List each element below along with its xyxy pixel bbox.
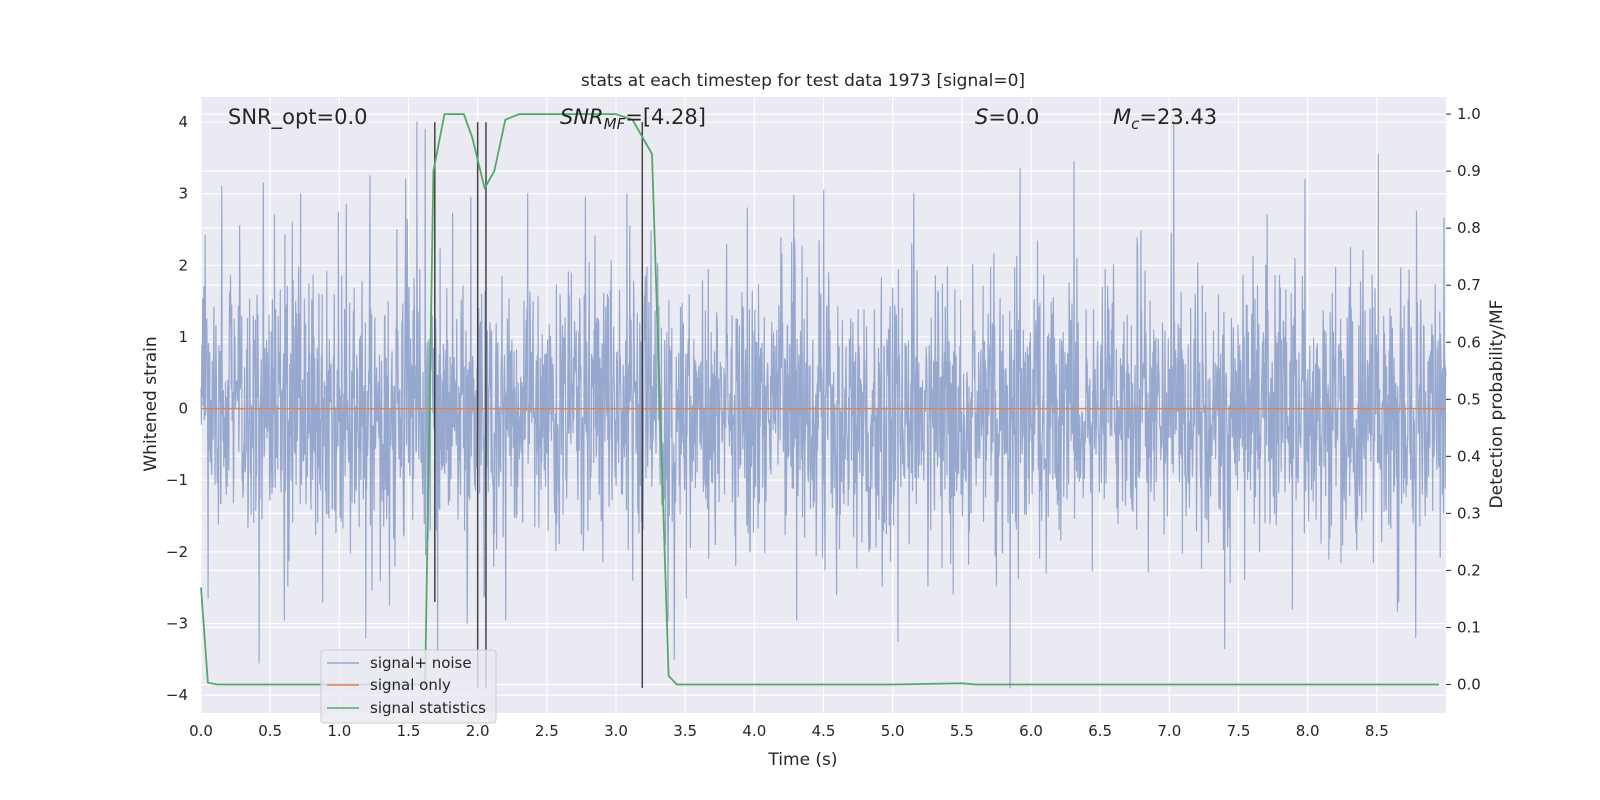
y-tick-label: 2 [178, 256, 188, 274]
y-tick-label: −2 [166, 543, 188, 561]
y-tick-label: 0 [178, 400, 188, 418]
x-tick-label: 7.5 [1227, 722, 1251, 740]
x-tick-label: 1.0 [327, 722, 351, 740]
annotation-mc: Mc=23.43 [1113, 105, 1217, 133]
signal-noise-line [200, 121, 1447, 689]
x-tick-label: 4.5 [812, 722, 836, 740]
y-axis-ticks: 4 3 2 1 0 −1 −2 −3 −4 [166, 113, 188, 704]
legend: signal+ noise signal only signal statist… [320, 649, 497, 724]
annotation-snr-opt: SNR_opt=0.0 [228, 105, 368, 130]
x-tick-label: 0.0 [189, 722, 213, 740]
y-tick-label: 1 [178, 328, 188, 346]
x-tick-label: 3.0 [604, 722, 628, 740]
y-right-tick-label: 0.0 [1457, 675, 1481, 693]
y-tick-label: −4 [166, 686, 188, 704]
x-tick-label: 2.0 [466, 722, 490, 740]
vertical-markers [434, 122, 644, 688]
x-tick-label: 3.5 [673, 722, 697, 740]
x-tick-label: 0.5 [258, 722, 282, 740]
y-right-tick-label: 0.7 [1457, 276, 1481, 294]
y-right-tick-label: 0.5 [1457, 390, 1481, 408]
series-signal-noise [200, 121, 1447, 689]
x-tick-label: 7.0 [1157, 722, 1181, 740]
x-tick-label: 8.0 [1296, 722, 1320, 740]
y-tick-label: −1 [166, 471, 188, 489]
x-tick-label: 2.5 [535, 722, 559, 740]
y-right-tick-label: 0.9 [1457, 162, 1481, 180]
annotation-snr-mf: SNRMF=[4.28] [560, 105, 706, 133]
y-tick-label: −3 [166, 614, 188, 632]
y-right-tick-label: 0.1 [1457, 618, 1481, 636]
annotation-s: S=0.0 [975, 105, 1039, 129]
legend-label-signal-only: signal only [370, 676, 451, 694]
y-right-axis-label: Detection probability/MF [1487, 300, 1507, 509]
legend-label-signal-noise: signal+ noise [370, 654, 472, 672]
x-axis-label: Time (s) [767, 750, 837, 770]
x-tick-label: 6.0 [1019, 722, 1043, 740]
x-axis-ticks: 0.0 0.5 1.0 1.5 2.0 2.5 3.0 3.5 4.0 4.5 5.0 5.5 6.0 6… [189, 722, 1389, 740]
x-tick-label: 6.5 [1088, 722, 1112, 740]
y-tick-label: 3 [178, 185, 188, 203]
y-right-tick-label: 0.8 [1457, 219, 1481, 237]
legend-label-signal-statistics: signal statistics [370, 699, 486, 717]
y-right-axis-ticks: 1.0 0.9 0.8 0.7 0.6 0.5 0.4 0.3 0.2 0.1 0.0 [1446, 105, 1481, 693]
x-tick-label: 4.0 [742, 722, 766, 740]
x-tick-label: 8.5 [1365, 722, 1389, 740]
y-tick-label: 4 [178, 113, 188, 131]
y-axis-label: Whitened strain [141, 336, 161, 471]
y-right-tick-label: 0.2 [1457, 561, 1481, 579]
x-tick-label: 1.5 [397, 722, 421, 740]
y-right-tick-label: 0.4 [1457, 447, 1481, 465]
y-right-tick-label: 0.3 [1457, 504, 1481, 522]
y-right-tick-label: 0.6 [1457, 333, 1481, 351]
y-right-tick-label: 1.0 [1457, 105, 1481, 123]
x-tick-label: 5.5 [950, 722, 974, 740]
x-tick-label: 5.0 [881, 722, 905, 740]
chart-title: stats at each timestep for test data 197… [581, 71, 1025, 91]
legend-box [320, 649, 497, 724]
